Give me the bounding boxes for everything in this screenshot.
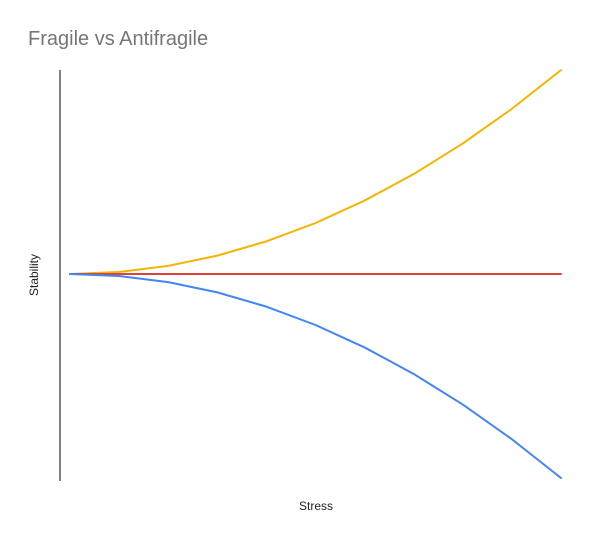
y-axis-label: Stability xyxy=(27,254,41,296)
chart-title: Fragile vs Antifragile xyxy=(28,28,209,50)
series-line-1 xyxy=(69,69,562,275)
series-line-3 xyxy=(69,273,562,479)
series-layer xyxy=(69,69,562,479)
x-axis-label: Stress xyxy=(299,499,333,513)
